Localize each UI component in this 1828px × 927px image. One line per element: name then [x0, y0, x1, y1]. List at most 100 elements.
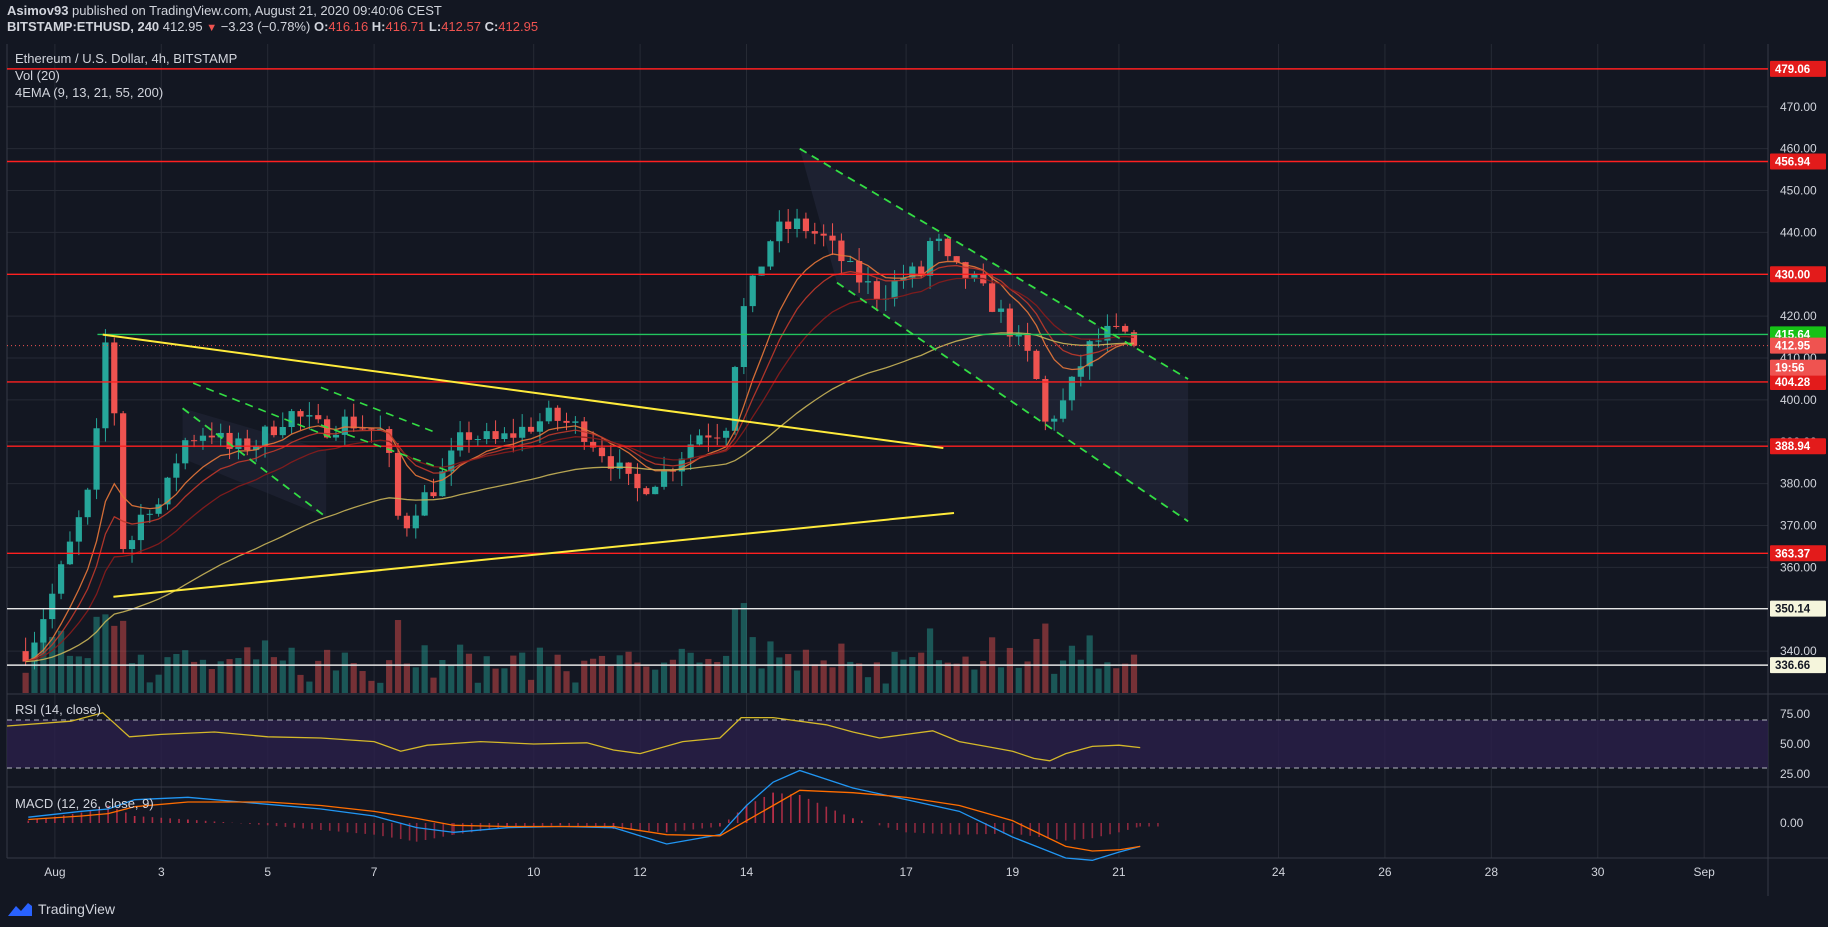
price-tick-440.00[interactable]: 440.00 [1780, 225, 1817, 239]
channel-line-0[interactable] [799, 147, 1189, 380]
tradingview-branding[interactable]: TradingView [8, 898, 115, 920]
candle-body[interactable] [749, 275, 756, 307]
candle-body[interactable] [1113, 325, 1120, 327]
candle-body[interactable] [111, 342, 118, 414]
candle-body[interactable] [199, 435, 207, 441]
time-tick-Aug[interactable]: Aug [44, 865, 65, 879]
candle-body[interactable] [785, 221, 792, 229]
candle-body[interactable] [350, 416, 357, 429]
time-tick-26[interactable]: 26 [1378, 865, 1392, 879]
time-tick-12[interactable]: 12 [633, 865, 647, 879]
time-tick-7[interactable]: 7 [371, 865, 378, 879]
candle-body[interactable] [572, 421, 579, 423]
candle-body[interactable] [448, 450, 455, 472]
candle-body[interactable] [1024, 333, 1031, 351]
channel-line-1[interactable] [836, 281, 1189, 523]
axes-layer[interactable]: 340.00350.00360.00370.00380.00390.00400.… [44, 100, 1817, 879]
candle-body[interactable] [1122, 325, 1129, 332]
candle-body[interactable] [22, 651, 29, 662]
candle-body[interactable] [403, 515, 411, 529]
candle-body[interactable] [128, 540, 136, 550]
candle-body[interactable] [421, 492, 428, 516]
price-tick-400.00[interactable]: 400.00 [1780, 393, 1817, 407]
candle-body[interactable] [368, 428, 375, 430]
price-tick-420.00[interactable]: 420.00 [1780, 309, 1817, 323]
candle-body[interactable] [926, 241, 934, 276]
candle-body[interactable] [829, 235, 836, 241]
candle-body[interactable] [474, 439, 481, 441]
time-tick-30[interactable]: 30 [1591, 865, 1605, 879]
macd-pane[interactable]: 0.00 [27, 769, 1804, 861]
candle-body[interactable] [412, 515, 419, 529]
candle-body[interactable] [776, 221, 783, 242]
candle-body[interactable] [377, 429, 384, 431]
candle-body[interactable] [1042, 379, 1049, 422]
candle-body[interactable] [84, 489, 91, 518]
candle-body[interactable] [182, 440, 189, 464]
candle-body[interactable] [297, 411, 304, 417]
candle-body[interactable] [918, 266, 925, 276]
candle-body[interactable] [971, 273, 978, 279]
candle-body[interactable] [226, 432, 233, 449]
channel-line-2[interactable] [182, 407, 327, 518]
candle-body[interactable] [873, 281, 880, 300]
time-tick-10[interactable]: 10 [527, 865, 541, 879]
price-tick-340.00[interactable]: 340.00 [1780, 644, 1817, 658]
candle-body[interactable] [93, 428, 100, 490]
publisher-username[interactable]: Asimov93 [7, 3, 69, 18]
candle-body[interactable] [1077, 366, 1084, 377]
macd-signal-line[interactable] [28, 789, 1141, 852]
candle-body[interactable] [155, 504, 162, 514]
candle-body[interactable] [687, 444, 694, 459]
candle-body[interactable] [75, 517, 82, 542]
candle-body[interactable] [173, 463, 180, 478]
small-channel-mid[interactable] [320, 386, 439, 435]
candle-body[interactable] [856, 260, 863, 283]
candle-body[interactable] [31, 642, 38, 662]
candle-body[interactable] [900, 277, 907, 281]
candle-body[interactable] [811, 231, 818, 234]
price-tick-450.00[interactable]: 450.00 [1780, 184, 1817, 198]
small-channel-low[interactable] [320, 424, 449, 472]
candle-body[interactable] [660, 470, 668, 487]
candle-body[interactable] [935, 238, 943, 242]
candle-body[interactable] [510, 433, 517, 438]
candle-body[interactable] [598, 447, 606, 457]
time-tick-17[interactable]: 17 [899, 865, 913, 879]
candle-body[interactable] [244, 438, 251, 451]
candle-body[interactable] [545, 407, 552, 422]
candle-body[interactable] [137, 514, 144, 541]
candle-body[interactable] [457, 432, 464, 451]
candle-body[interactable] [590, 441, 597, 448]
candle-body[interactable] [1068, 376, 1076, 401]
time-tick-3[interactable]: 3 [158, 865, 165, 879]
candle-body[interactable] [332, 434, 340, 438]
candle-body[interactable] [501, 433, 508, 439]
price-tick-380.00[interactable]: 380.00 [1780, 477, 1817, 491]
candle-body[interactable] [714, 437, 721, 439]
candle-body[interactable] [40, 619, 47, 643]
candle-body[interactable] [439, 471, 446, 497]
time-tick-19[interactable]: 19 [1006, 865, 1020, 879]
time-tick-21[interactable]: 21 [1112, 865, 1126, 879]
candle-body[interactable] [997, 308, 1005, 312]
candle-body[interactable] [430, 492, 437, 497]
price-tick-360.00[interactable]: 360.00 [1780, 560, 1817, 574]
candle-body[interactable] [740, 306, 747, 368]
candle-body[interactable] [492, 431, 499, 439]
candle-body[interactable] [1006, 308, 1013, 337]
candle-body[interactable] [820, 233, 827, 236]
levels-layer[interactable] [7, 68, 1768, 666]
candle-body[interactable] [146, 513, 153, 515]
candle-body[interactable] [962, 262, 969, 279]
time-tick-28[interactable]: 28 [1485, 865, 1499, 879]
price-tick-370.00[interactable]: 370.00 [1780, 519, 1817, 533]
candle-body[interactable] [465, 432, 473, 440]
candle-body[interactable] [793, 218, 801, 229]
candle-body[interactable] [279, 427, 286, 436]
candle-body[interactable] [208, 435, 215, 438]
candle-body[interactable] [1059, 400, 1067, 419]
candle-body[interactable] [359, 428, 366, 430]
candle-body[interactable] [607, 456, 614, 469]
